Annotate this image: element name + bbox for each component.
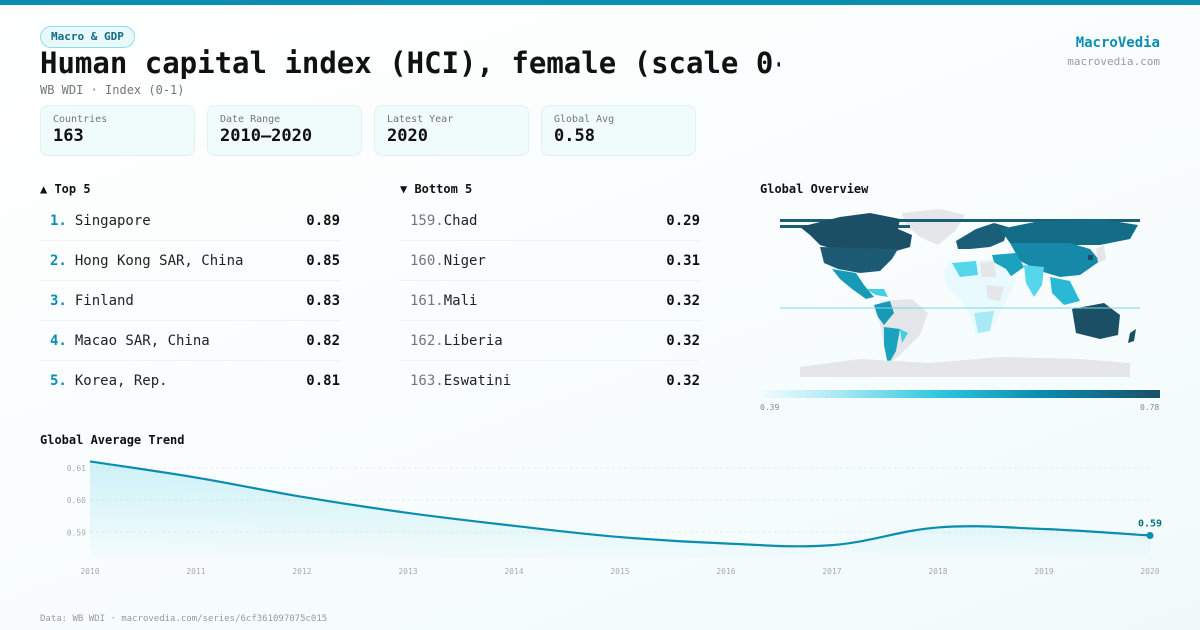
country-value: 0.29 bbox=[666, 212, 700, 229]
stat-value: 163 bbox=[53, 126, 84, 146]
country-value: 0.85 bbox=[306, 252, 340, 269]
page-subtitle: WB WDI · Index (0-1) bbox=[40, 83, 185, 97]
svg-text:2016: 2016 bbox=[716, 567, 735, 576]
trend-area-fill bbox=[90, 461, 1150, 558]
svg-text:2017: 2017 bbox=[822, 567, 841, 576]
stat-card-latest-year: Latest Year 2020 bbox=[374, 105, 529, 156]
svg-text:2011: 2011 bbox=[186, 567, 205, 576]
svg-text:0.60: 0.60 bbox=[67, 496, 86, 505]
footer-source: Data: WB WDI · macrovedia.com/series/6cf… bbox=[40, 614, 328, 624]
x-axis-ticks: 2010 2011 2012 2013 2014 2015 2016 2017 2018 2019… bbox=[80, 567, 1159, 576]
bottom5-list: 159. Chad 0.29 160. Niger 0.31 161. Mali 0.… bbox=[400, 201, 700, 401]
stat-card-date-range: Date Range 2010–2020 bbox=[207, 105, 362, 156]
bottom5-title: ▼ Bottom 5 bbox=[400, 182, 473, 196]
country-name: Macao SAR, China bbox=[74, 332, 210, 349]
rank-number: 1. bbox=[50, 212, 67, 229]
rank-number: 3. bbox=[50, 292, 67, 309]
list-item[interactable]: 161. Mali 0.32 bbox=[400, 281, 700, 321]
rank-number: 162. bbox=[410, 332, 444, 349]
stat-cards: Countries 163 Date Range 2010–2020 Lates… bbox=[40, 105, 696, 156]
svg-text:2010: 2010 bbox=[80, 567, 99, 576]
stat-label: Global Avg bbox=[554, 114, 615, 125]
country-value: 0.32 bbox=[666, 292, 700, 309]
list-item[interactable]: 5. Korea, Rep. 0.81 bbox=[40, 361, 340, 401]
rank-number: 4. bbox=[50, 332, 67, 349]
page-title: Human capital index (HCI), female (scale… bbox=[40, 46, 780, 80]
country-name: Hong Kong SAR, China bbox=[74, 252, 244, 269]
svg-text:2020: 2020 bbox=[1140, 567, 1159, 576]
country-name: Eswatini bbox=[443, 373, 512, 389]
list-item[interactable]: 2. Hong Kong SAR, China 0.85 bbox=[40, 241, 340, 281]
trend-line bbox=[89, 460, 1151, 548]
brand-name[interactable]: MacroVedia bbox=[1075, 35, 1160, 51]
country-name: Finland bbox=[74, 292, 134, 309]
world-choropleth-map[interactable] bbox=[780, 205, 1140, 380]
country-value: 0.82 bbox=[306, 332, 340, 349]
svg-text:2013: 2013 bbox=[398, 567, 417, 576]
trend-end-label: 0.59 bbox=[1138, 518, 1162, 529]
rank-number: 160. bbox=[410, 252, 444, 269]
country-value: 0.83 bbox=[306, 292, 340, 309]
svg-text:2014: 2014 bbox=[504, 567, 523, 576]
brand: MacroVedia macrovedia.com bbox=[1067, 35, 1160, 68]
brand-url[interactable]: macrovedia.com bbox=[1067, 55, 1160, 68]
stat-value: 2010–2020 bbox=[220, 126, 313, 146]
country-value: 0.81 bbox=[306, 373, 340, 389]
scale-min-label: 0.39 bbox=[760, 403, 780, 412]
rank-number: 163. bbox=[410, 373, 444, 389]
svg-text:2015: 2015 bbox=[610, 567, 629, 576]
stat-label: Date Range bbox=[220, 114, 281, 125]
scale-max-label: 0.78 bbox=[1140, 403, 1160, 412]
country-name: Korea, Rep. bbox=[74, 373, 168, 389]
top5-title: ▲ Top 5 bbox=[40, 182, 91, 196]
stat-value: 0.58 bbox=[554, 126, 595, 146]
trend-line-chart[interactable]: 0.590.600.61 2010 2011 2012 2013 2014 2015 201… bbox=[0, 455, 1200, 585]
rank-number: 5. bbox=[50, 373, 67, 389]
svg-text:2012: 2012 bbox=[292, 567, 311, 576]
list-item[interactable]: 163. Eswatini 0.32 bbox=[400, 361, 700, 401]
country-name: Niger bbox=[443, 252, 486, 269]
list-item[interactable]: 162. Liberia 0.32 bbox=[400, 321, 700, 361]
map-color-scale bbox=[760, 390, 1160, 398]
stat-label: Countries bbox=[53, 114, 108, 125]
country-name: Chad bbox=[443, 212, 478, 229]
rank-number: 159. bbox=[410, 212, 444, 229]
stat-card-global-avg: Global Avg 0.58 bbox=[541, 105, 696, 156]
top-accent-bar bbox=[0, 0, 1200, 5]
trend-title: Global Average Trend bbox=[40, 433, 185, 447]
list-item[interactable]: 160. Niger 0.31 bbox=[400, 241, 700, 281]
country-value: 0.32 bbox=[666, 373, 700, 389]
svg-text:0.59: 0.59 bbox=[67, 528, 86, 537]
list-item[interactable]: 4. Macao SAR, China 0.82 bbox=[40, 321, 340, 361]
country-value: 0.32 bbox=[666, 332, 700, 349]
country-name: Mali bbox=[443, 292, 478, 309]
trend-end-point[interactable] bbox=[1146, 531, 1154, 539]
rank-number: 161. bbox=[410, 292, 444, 309]
country-name: Liberia bbox=[443, 332, 503, 349]
map-title: Global Overview bbox=[760, 182, 869, 196]
stat-value: 2020 bbox=[387, 126, 428, 146]
svg-text:2018: 2018 bbox=[928, 567, 947, 576]
category-pill[interactable]: Macro & GDP bbox=[40, 26, 135, 48]
stat-label: Latest Year bbox=[387, 114, 454, 125]
rank-number: 2. bbox=[50, 252, 67, 269]
country-value: 0.89 bbox=[306, 212, 340, 229]
stat-card-countries: Countries 163 bbox=[40, 105, 195, 156]
svg-text:0.61: 0.61 bbox=[67, 464, 86, 473]
list-item[interactable]: 3. Finland 0.83 bbox=[40, 281, 340, 321]
list-item[interactable]: 159. Chad 0.29 bbox=[400, 201, 700, 241]
country-name: Singapore bbox=[74, 212, 151, 229]
list-item[interactable]: 1. Singapore 0.89 bbox=[40, 201, 340, 241]
country-value: 0.31 bbox=[666, 252, 700, 269]
svg-text:2019: 2019 bbox=[1034, 567, 1053, 576]
top5-list: 1. Singapore 0.89 2. Hong Kong SAR, China … bbox=[40, 201, 340, 401]
y-axis-ticks: 0.59 0.60 0.61 bbox=[67, 464, 86, 537]
